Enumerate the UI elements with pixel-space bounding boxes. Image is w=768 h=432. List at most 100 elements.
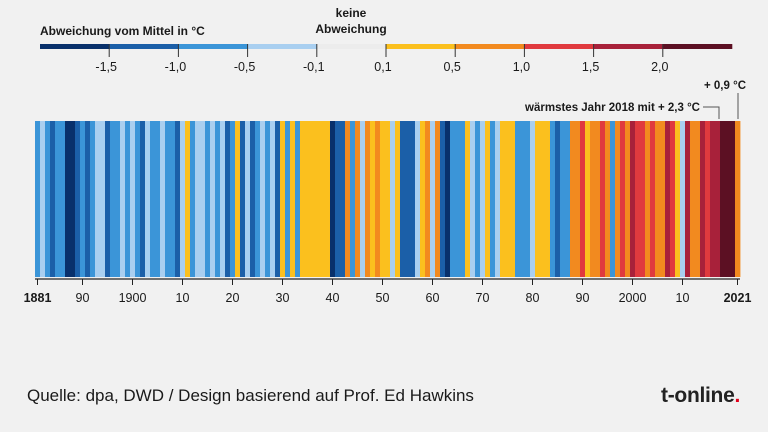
legend-bin-5	[386, 44, 456, 49]
legend-bin-6	[455, 44, 525, 49]
stripe-1912	[190, 121, 196, 277]
stripe-1915	[205, 121, 211, 277]
stripe-1944	[350, 121, 356, 277]
x-tick-label: 70	[476, 291, 490, 305]
stripe-2010	[680, 121, 686, 277]
t-online-logo: t-online.	[661, 384, 740, 408]
stripe-1970	[480, 121, 486, 277]
x-tick-label: 80	[526, 291, 540, 305]
stripe-1948	[370, 121, 376, 277]
legend-title: Abweichung vom Mittel in °C	[40, 24, 205, 38]
stripe-1941	[335, 121, 341, 277]
legend-bin-2	[178, 44, 248, 49]
stripe-1898	[120, 121, 126, 277]
stripe-2008	[670, 121, 676, 277]
warmest-year-annotation: wärmstes Jahr 2018 mit + 2,3 °C	[524, 102, 700, 114]
stripe-1916	[210, 121, 216, 277]
x-tick-label: 20	[226, 291, 240, 305]
stripe-1943	[345, 121, 351, 277]
stripe-1951	[385, 121, 391, 277]
stripe-1988	[570, 121, 576, 277]
stripe-1935	[305, 121, 311, 277]
stripe-1993	[595, 121, 601, 277]
stripe-1927	[265, 121, 271, 277]
stripe-1991	[585, 121, 591, 277]
stripe-1885	[55, 121, 61, 277]
stripe-1973	[495, 121, 501, 277]
stripe-1883	[45, 121, 51, 277]
stripe-2012	[690, 121, 696, 277]
stripe-1939	[325, 121, 331, 277]
stripe-1968	[470, 121, 476, 277]
stripe-1931	[285, 121, 291, 277]
stripe-1999	[625, 121, 631, 277]
x-tick-label: 2000	[619, 291, 647, 305]
stripe-2004	[650, 121, 656, 277]
legend-tick-label: 0,1	[374, 60, 391, 74]
stripe-1924	[250, 121, 256, 277]
stripe-1972	[490, 121, 496, 277]
stripe-1981	[535, 121, 541, 277]
stripe-1896	[110, 121, 116, 277]
stripe-2013	[695, 121, 701, 277]
x-tick-label: 90	[576, 291, 590, 305]
stripe-1886	[60, 121, 66, 277]
legend-bin-4	[316, 44, 387, 49]
x-tick-label: 40	[326, 291, 340, 305]
stripe-1954	[400, 121, 406, 277]
stripe-1980	[530, 121, 536, 277]
stripe-1995	[605, 121, 611, 277]
x-tick-label: 2021	[724, 291, 752, 305]
stripe-1894	[100, 121, 106, 277]
stripe-1963	[445, 121, 451, 277]
stripe-1945	[355, 121, 361, 277]
stripe-1992	[590, 121, 596, 277]
stripe-1978	[520, 121, 526, 277]
legend-tick-label: -1,5	[95, 60, 117, 74]
x-tick-label: 50	[376, 291, 390, 305]
stripe-1901	[135, 121, 141, 277]
stripe-1976	[510, 121, 516, 277]
stripe-2011	[685, 121, 691, 277]
stripe-1900	[130, 121, 136, 277]
stripe-1957	[415, 121, 421, 277]
logo-text: t-online	[661, 384, 735, 407]
stripe-1902	[140, 121, 146, 277]
legend-bin-1	[109, 44, 179, 49]
x-tick-label: 1900	[119, 291, 147, 305]
source-caption: Quelle: dpa, DWD / Design basierend auf …	[27, 386, 474, 405]
stripe-1925	[255, 121, 261, 277]
stripe-1987	[565, 121, 571, 277]
stripe-2016	[710, 121, 716, 277]
stripe-1965	[455, 121, 461, 277]
stripe-1975	[505, 121, 511, 277]
stripe-1971	[485, 121, 491, 277]
stripe-1952	[390, 121, 396, 277]
stripe-1942	[340, 121, 346, 277]
stripe-2007	[665, 121, 671, 277]
legend-tick-label: 0,5	[444, 60, 461, 74]
stripe-1967	[465, 121, 471, 277]
stripe-2018	[720, 121, 726, 277]
legend-tick-label: -0,5	[234, 60, 256, 74]
legend-bin-0	[40, 44, 110, 49]
stripe-1983	[545, 121, 551, 277]
stripe-1882	[40, 121, 46, 277]
stripe-1959	[425, 121, 431, 277]
stripe-1996	[610, 121, 616, 277]
stripe-2002	[640, 121, 646, 277]
logo-dot: .	[734, 384, 740, 407]
stripe-1911	[185, 121, 191, 277]
stripe-2021	[735, 121, 741, 277]
stripe-1906	[160, 121, 166, 277]
stripe-1949	[375, 121, 381, 277]
legend-tick-label: 2,0	[651, 60, 668, 74]
stripe-1923	[245, 121, 251, 277]
stripe-1891	[85, 121, 91, 277]
stripe-1893	[95, 121, 101, 277]
warmest-year-leader-line	[703, 106, 720, 119]
stripe-1961	[435, 121, 441, 277]
stripe-1904	[150, 121, 156, 277]
stripe-1920	[230, 121, 236, 277]
